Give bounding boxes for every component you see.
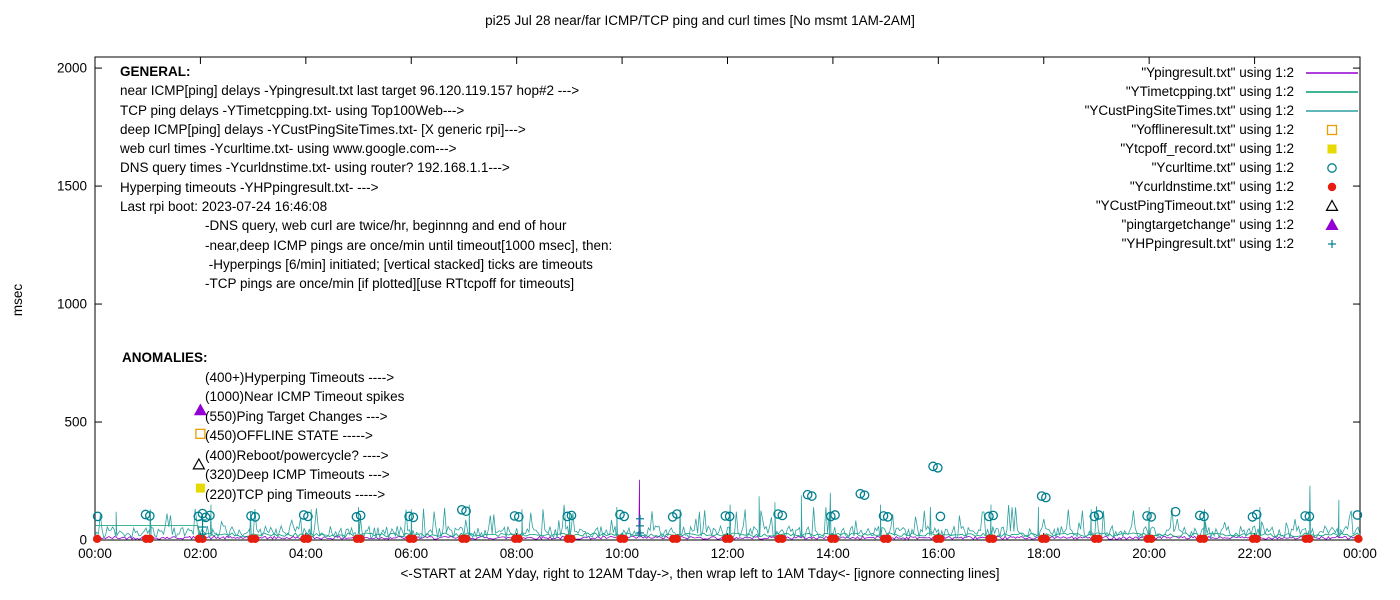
series-Yofflineresult.txt bbox=[195, 428, 206, 439]
x-tick-label: 08:00 bbox=[500, 546, 534, 561]
series-Ytcpoff_record.txt bbox=[195, 483, 205, 493]
legend-item: "YTimetcpping.txt" using 1:2 bbox=[822, 82, 1362, 101]
legend-item-label: "pingtargetchange" using 1:2 bbox=[1121, 217, 1294, 232]
anomaly-row: (400+)Hyperping Timeouts ----> bbox=[205, 369, 395, 385]
legend-symbol-square-filled bbox=[1327, 144, 1337, 153]
legend-item-label: "Ycurldnstime.txt" using 1:2 bbox=[1129, 179, 1294, 194]
legend-symbol-square-open bbox=[1326, 124, 1338, 135]
anomaly-row: (1000)Near ICMP Timeout spikes bbox=[205, 389, 405, 404]
legend-symbol-line bbox=[1306, 71, 1358, 74]
legend-item: "Ypingresult.txt" using 1:2 bbox=[822, 63, 1362, 82]
legend-item-label: "Yofflineresult.txt" using 1:2 bbox=[1131, 122, 1294, 137]
legend-item-label: "Ytcpoff_record.txt" using 1:2 bbox=[1120, 141, 1294, 156]
general-line: DNS query times -Ycurldnstime.txt- using… bbox=[120, 160, 510, 176]
legend-item: "YCustPingSiteTimes.txt" using 1:2 bbox=[822, 101, 1362, 120]
general-indented-line: -Hyperpings [6/min] initiated; [vertical… bbox=[205, 256, 593, 272]
general-block: GENERAL: near ICMP[ping] delays -Ypingre… bbox=[120, 62, 612, 294]
anomaly-row: (400)Reboot/powercycle? ----> bbox=[205, 447, 389, 463]
legend-item: "YHPpingresult.txt" using 1:2 bbox=[822, 234, 1362, 253]
y-tick-label: 2000 bbox=[57, 61, 87, 76]
anomaly-row: (450)OFFLINE STATE -----> bbox=[205, 428, 373, 443]
x-tick-label: 12:00 bbox=[711, 546, 745, 561]
y-tick-label: 1000 bbox=[57, 297, 87, 312]
legend-item: "Ytcpoff_record.txt" using 1:2 bbox=[822, 139, 1362, 158]
general-indented-line: -TCP pings are once/min [if plotted][use… bbox=[205, 276, 575, 292]
x-tick-label: 14:00 bbox=[816, 546, 850, 561]
legend-symbol-plus bbox=[1328, 239, 1336, 248]
anomaly-rows: (400+)Hyperping Timeouts ----> (1000)Near… bbox=[122, 368, 404, 505]
legend-symbol-circle-open bbox=[1327, 162, 1337, 173]
legend-symbol-line bbox=[1306, 109, 1358, 112]
legend-item: "pingtargetchange" using 1:2 bbox=[822, 215, 1362, 234]
x-tick-label: 04:00 bbox=[289, 546, 323, 561]
chart-title: pi25 Jul 28 near/far ICMP/TCP ping and c… bbox=[485, 13, 915, 28]
general-indented-line: -near,deep ICMP pings are once/min until… bbox=[205, 237, 613, 253]
anomaly-row: (550)Ping Target Changes ---> bbox=[205, 408, 388, 424]
x-axis-label: <-START at 2AM Yday, right to 12AM Tday-… bbox=[400, 566, 1000, 581]
legend-symbol-triangle-open bbox=[1325, 198, 1339, 211]
general-line: Hyperping timeouts -YHPpingresult.txt- -… bbox=[120, 179, 379, 195]
legend-item-label: "Ycurltime.txt" using 1:2 bbox=[1151, 160, 1294, 175]
legend-item: "Yofflineresult.txt" using 1:2 bbox=[822, 120, 1362, 139]
x-tick-label: 00:00 bbox=[1343, 546, 1377, 561]
x-tick-label: 02:00 bbox=[184, 546, 218, 561]
x-tick-label: 18:00 bbox=[1027, 546, 1061, 561]
legend-symbol-line bbox=[1306, 90, 1358, 93]
general-line: TCP ping delays -YTimetcpping.txt- using… bbox=[120, 102, 465, 118]
legend-item: "YCustPingTimeout.txt" using 1:2 bbox=[822, 196, 1362, 215]
series-YHPpingresult.txt bbox=[198, 514, 645, 539]
anomalies-heading: ANOMALIES: bbox=[122, 350, 208, 365]
x-tick-label: 16:00 bbox=[921, 546, 955, 561]
legend-item-label: "Ypingresult.txt" using 1:2 bbox=[1141, 65, 1294, 80]
legend-item-label: "YHPpingresult.txt" using 1:2 bbox=[1121, 236, 1294, 251]
x-tick-label: 10:00 bbox=[605, 546, 639, 561]
legend-item-label: "YCustPingSiteTimes.txt" using 1:2 bbox=[1084, 103, 1294, 118]
general-line: web curl times -Ycurltime.txt- using www… bbox=[120, 141, 457, 157]
legend: "Ypingresult.txt" using 1:2 "YTimetcpping… bbox=[822, 63, 1362, 253]
general-indented-line: -DNS query, web curl are twice/hr, begin… bbox=[205, 218, 567, 234]
x-tick-label: 06:00 bbox=[394, 546, 428, 561]
series-Ycurltime.txt bbox=[92, 461, 1363, 523]
general-line: Last rpi boot: 2023-07-24 16:46:08 bbox=[120, 199, 328, 215]
y-tick-label: 0 bbox=[79, 533, 87, 548]
legend-symbol-circle-filled bbox=[1327, 182, 1337, 191]
general-line: near ICMP[ping] delays -Ypingresult.txt … bbox=[120, 83, 580, 99]
y-tick-label: 1500 bbox=[57, 179, 87, 194]
legend-item-label: "YTimetcpping.txt" using 1:2 bbox=[1125, 84, 1294, 99]
legend-item-label: "YCustPingTimeout.txt" using 1:2 bbox=[1095, 198, 1294, 213]
x-tick-label: 00:00 bbox=[78, 546, 112, 561]
general-heading: GENERAL: bbox=[120, 64, 191, 79]
anomalies-block: ANOMALIES: (400+)Hyperping Timeouts ----… bbox=[122, 348, 404, 504]
anomaly-row: (220)TCP ping Timeouts -----> bbox=[205, 486, 386, 502]
anomaly-row: (320)Deep ICMP Timeouts ---> bbox=[205, 467, 390, 482]
series-pingtargetchange bbox=[193, 403, 207, 416]
series-Ycurldnstime.txt bbox=[92, 534, 1363, 544]
x-tick-label: 20:00 bbox=[1132, 546, 1166, 561]
series-YCustPingTimeout.txt bbox=[192, 457, 206, 470]
legend-item: "Ycurldnstime.txt" using 1:2 bbox=[822, 177, 1362, 196]
legend-item: "Ycurltime.txt" using 1:2 bbox=[822, 158, 1362, 177]
general-lines: near ICMP[ping] delays -Ypingresult.txt … bbox=[120, 81, 612, 293]
x-tick-label: 22:00 bbox=[1238, 546, 1272, 561]
y-tick-label: 500 bbox=[64, 415, 87, 430]
general-line: deep ICMP[ping] delays -YCustPingSiteTim… bbox=[120, 121, 526, 137]
legend-symbol-triangle-filled bbox=[1325, 217, 1339, 230]
